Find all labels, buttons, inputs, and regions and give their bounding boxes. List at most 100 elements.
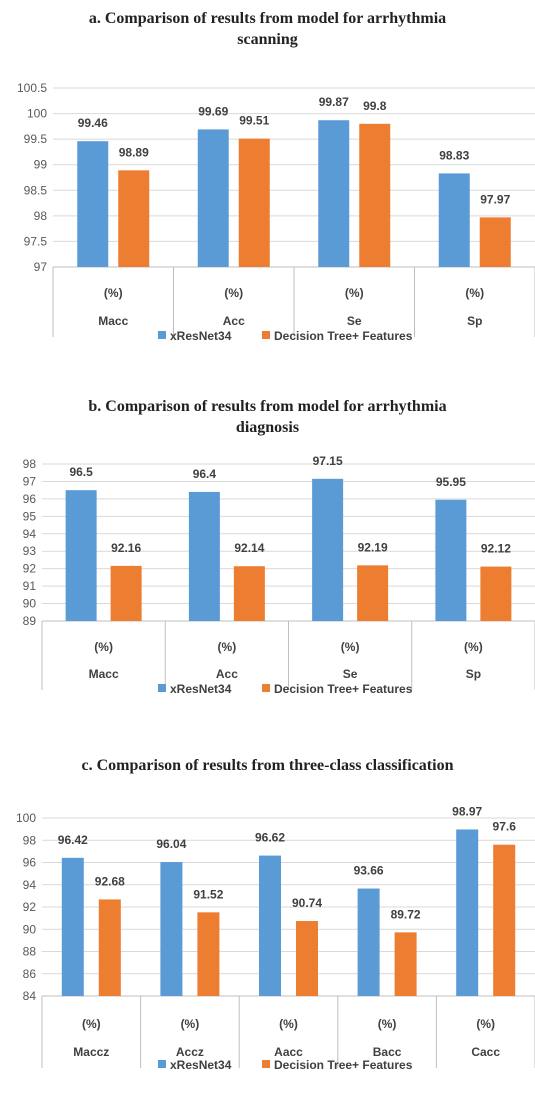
y-tick-label: 94 bbox=[23, 878, 37, 892]
data-label: 92.14 bbox=[234, 541, 264, 555]
unit-label: (%) bbox=[465, 286, 484, 300]
data-label: 97.97 bbox=[480, 192, 510, 206]
bar bbox=[98, 899, 121, 996]
data-label: 92.12 bbox=[481, 542, 511, 556]
chart-title-line: b. Comparison of results from model for … bbox=[88, 398, 447, 415]
bar bbox=[493, 844, 516, 996]
legend-label: Decision Tree+ Features bbox=[274, 1058, 413, 1072]
y-tick-label: 96 bbox=[23, 492, 37, 506]
chart-title-line: diagnosis bbox=[235, 419, 300, 436]
legend-label: xResNet34 bbox=[170, 329, 232, 343]
bar bbox=[480, 566, 512, 621]
y-tick-label: 100 bbox=[27, 107, 47, 121]
data-label: 92.19 bbox=[358, 540, 388, 554]
y-tick-label: 88 bbox=[23, 945, 37, 959]
data-label: 97.6 bbox=[493, 820, 517, 834]
bar bbox=[479, 217, 511, 267]
legend-swatch bbox=[158, 1060, 166, 1068]
y-tick-label: 92 bbox=[23, 900, 37, 914]
bar bbox=[296, 921, 318, 996]
bar bbox=[65, 490, 97, 621]
bar bbox=[259, 855, 281, 996]
y-tick-label: 97.5 bbox=[24, 234, 48, 248]
y-tick-label: 93 bbox=[23, 544, 37, 558]
bar bbox=[357, 565, 389, 621]
data-label: 99.8 bbox=[363, 99, 387, 113]
y-tick-label: 99 bbox=[34, 158, 48, 172]
y-tick-label: 98 bbox=[23, 457, 37, 471]
unit-label: (%) bbox=[345, 286, 364, 300]
data-label: 96.04 bbox=[156, 837, 186, 851]
chart-title-b: b. Comparison of results from model for … bbox=[0, 396, 535, 438]
unit-label: (%) bbox=[181, 1017, 200, 1031]
data-label: 99.46 bbox=[78, 116, 108, 130]
bar bbox=[238, 138, 270, 267]
category-label: Maccz bbox=[73, 1045, 109, 1059]
chart-title-line: scanning bbox=[237, 31, 298, 48]
y-tick-label: 91 bbox=[23, 579, 37, 593]
unit-label: (%) bbox=[476, 1017, 495, 1031]
y-tick-label: 99.5 bbox=[24, 132, 48, 146]
bar bbox=[160, 862, 183, 996]
bar bbox=[188, 491, 220, 621]
data-label: 96.5 bbox=[69, 465, 93, 479]
legend-swatch bbox=[158, 684, 166, 692]
legend-swatch bbox=[262, 331, 270, 339]
data-label: 91.52 bbox=[193, 887, 223, 901]
bar-chart-a: 97 97.5 98 98.5 99 99.5 100 100.5 99.46 98.89 (%) M… bbox=[17, 81, 535, 343]
data-label: 96.42 bbox=[58, 833, 88, 847]
y-tick-label: 90 bbox=[23, 597, 37, 611]
unit-label: (%) bbox=[464, 640, 483, 654]
data-label: 96.4 bbox=[193, 467, 217, 481]
y-tick-label: 97 bbox=[34, 260, 48, 274]
unit-label: (%) bbox=[224, 286, 243, 300]
y-tick-label: 90 bbox=[23, 922, 37, 936]
y-tick-label: 84 bbox=[23, 989, 37, 1003]
category-label: Accz bbox=[176, 1045, 204, 1059]
y-tick-label: 97 bbox=[23, 474, 37, 488]
y-tick-label: 100.5 bbox=[17, 81, 47, 95]
legend-label: Decision Tree+ Features bbox=[274, 329, 413, 343]
unit-label: (%) bbox=[341, 640, 360, 654]
legend-label: xResNet34 bbox=[170, 682, 232, 696]
bar-chart-b: 89 90 91 92 93 94 95 96 97 98 96.5 92.16 (%) Macc 96.4… bbox=[23, 454, 535, 696]
category-label: Cacc bbox=[471, 1045, 500, 1059]
chart-title-c: c. Comparison of results from three-clas… bbox=[0, 755, 535, 776]
data-label: 90.74 bbox=[292, 896, 322, 910]
data-label: 95.95 bbox=[436, 475, 466, 489]
data-label: 98.89 bbox=[119, 145, 149, 159]
data-label: 99.87 bbox=[319, 95, 349, 109]
chart-title-line: c. Comparison of results from three-clas… bbox=[81, 757, 454, 774]
bar bbox=[61, 857, 84, 996]
legend-swatch bbox=[262, 1060, 270, 1068]
bar bbox=[197, 912, 220, 996]
data-label: 93.66 bbox=[354, 864, 384, 878]
category-label: Macc bbox=[98, 314, 128, 328]
bar bbox=[312, 478, 344, 621]
y-tick-label: 98 bbox=[23, 833, 37, 847]
category-label: Se bbox=[343, 667, 358, 681]
unit-label: (%) bbox=[378, 1017, 397, 1031]
unit-label: (%) bbox=[218, 640, 237, 654]
y-tick-label: 98.5 bbox=[24, 183, 48, 197]
category-label: Aacc bbox=[274, 1045, 303, 1059]
category-label: Bacc bbox=[373, 1045, 402, 1059]
y-tick-label: 98 bbox=[34, 209, 48, 223]
data-label: 96.62 bbox=[255, 831, 285, 845]
data-label: 99.69 bbox=[198, 104, 228, 118]
y-tick-label: 89 bbox=[23, 614, 37, 628]
category-label: Sp bbox=[466, 667, 481, 681]
bar bbox=[456, 829, 479, 996]
data-label: 98.83 bbox=[439, 148, 469, 162]
category-label: Acc bbox=[223, 314, 245, 328]
y-tick-label: 96 bbox=[23, 856, 37, 870]
y-tick-label: 95 bbox=[23, 509, 37, 523]
unit-label: (%) bbox=[82, 1017, 101, 1031]
data-label: 92.16 bbox=[111, 541, 141, 555]
legend-swatch bbox=[262, 684, 270, 692]
data-label: 89.72 bbox=[391, 907, 421, 921]
unit-label: (%) bbox=[279, 1017, 298, 1031]
bar bbox=[438, 173, 470, 267]
unit-label: (%) bbox=[104, 286, 123, 300]
data-label: 92.68 bbox=[95, 874, 125, 888]
